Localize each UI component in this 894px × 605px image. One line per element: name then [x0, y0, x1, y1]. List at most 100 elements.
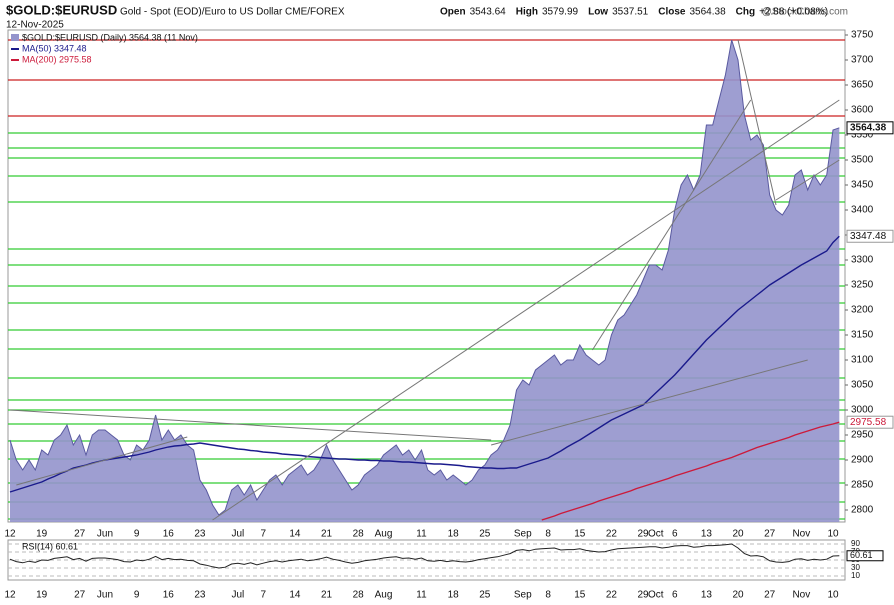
x-tick-label: 16 — [163, 529, 175, 540]
x-tick-label: 23 — [194, 529, 206, 540]
x-tick-label: 21 — [321, 529, 333, 540]
y-tick-label: 3450 — [851, 180, 874, 191]
y-tick-label: 3100 — [851, 355, 874, 366]
y-tick-label: 3250 — [851, 280, 874, 291]
x-tick-label: Jul — [232, 590, 245, 601]
x-tick-label: 29 — [638, 529, 650, 540]
y-tick-label: 3400 — [851, 205, 874, 216]
x-tick-label: 27 — [764, 590, 776, 601]
stat-value: 3579.99 — [542, 7, 579, 18]
rsi-tick-label: 10 — [851, 571, 860, 580]
legend-swatch — [11, 34, 19, 41]
trendline — [775, 159, 840, 201]
stat-value: 3564.38 — [689, 7, 726, 18]
rsi-line — [9, 543, 840, 569]
last-value: 3564.38 — [850, 122, 887, 133]
rsi-last-box — [846, 550, 884, 562]
legend-label: MA(200) 2975.58 — [22, 54, 92, 64]
x-tick-label: Jun — [97, 590, 113, 601]
stat-label: Low — [588, 7, 608, 18]
x-tick-label: Aug — [375, 590, 393, 601]
last-value: 2975.58 — [850, 417, 887, 428]
y-tick-label: 3150 — [851, 330, 874, 341]
x-tick-label: 13 — [701, 590, 713, 601]
x-tick-label: Nov — [792, 529, 810, 540]
x-tick-label: 14 — [289, 529, 301, 540]
trendline — [737, 39, 777, 206]
rsi-label: RSI(14) 60.61 — [22, 541, 78, 551]
x-tick-label: 11 — [416, 590, 427, 601]
stat-value: 3537.51 — [612, 7, 649, 18]
x-tick-label: Sep — [514, 590, 532, 601]
x-tick-label: 22 — [606, 590, 618, 601]
y-tick-label: 3200 — [851, 305, 874, 316]
y-tick-label: 3000 — [851, 405, 874, 416]
rsi-tick-label: 30 — [851, 563, 860, 572]
x-tick-label: 6 — [672, 529, 678, 540]
price-area — [10, 40, 840, 522]
price-outline — [9, 39, 840, 516]
trendline — [491, 359, 808, 446]
x-tick-label: 21 — [321, 590, 333, 601]
x-tick-label: 13 — [701, 529, 713, 540]
y-tick-label: 3500 — [851, 155, 874, 166]
x-tick-label: 20 — [732, 529, 744, 540]
x-tick-label: Jun — [97, 529, 113, 540]
x-tick-label: Aug — [375, 529, 393, 540]
stat-label: Open — [440, 7, 466, 18]
x-tick-label: 22 — [606, 529, 618, 540]
stat-label: Chg — [736, 7, 755, 18]
stat-label: Close — [658, 7, 686, 18]
y-tick-label: 3600 — [851, 105, 874, 116]
y-tick-label: 3700 — [851, 55, 874, 66]
x-tick-label: 9 — [134, 529, 140, 540]
rsi-last-value: 60.61 — [850, 550, 873, 560]
x-tick-label: 15 — [574, 529, 586, 540]
x-tick-label: 12 — [4, 529, 16, 540]
ma-line — [541, 421, 840, 521]
x-tick-label: Nov — [792, 590, 810, 601]
x-tick-label: 12 — [4, 590, 16, 601]
y-tick-label: 2900 — [851, 455, 874, 466]
x-tick-label: 25 — [479, 529, 491, 540]
x-tick-label: 7 — [260, 529, 266, 540]
trendline — [212, 99, 840, 521]
stat-label: High — [516, 7, 538, 18]
x-tick-label: 19 — [36, 529, 48, 540]
x-tick-label: Jul — [232, 529, 245, 540]
x-tick-label: 25 — [479, 590, 491, 601]
credit: @StockCharts.com — [762, 7, 848, 18]
trendline — [9, 409, 492, 441]
y-tick-label: 3650 — [851, 80, 874, 91]
x-tick-label: Oct — [648, 590, 664, 601]
x-tick-label: 20 — [732, 590, 744, 601]
y-tick-label: 3300 — [851, 255, 874, 266]
trendline — [16, 436, 188, 486]
date: 12-Nov-2025 — [6, 20, 64, 31]
symbol: $GOLD:$EURUSD — [6, 2, 117, 17]
x-tick-label: 27 — [764, 529, 776, 540]
stat-value: 3543.64 — [470, 7, 507, 18]
last-value-box — [846, 121, 894, 135]
trendline — [592, 99, 752, 351]
x-tick-label: 7 — [260, 590, 266, 601]
y-tick-label: 2800 — [851, 505, 874, 516]
rsi-tick-label: 90 — [851, 539, 860, 548]
x-tick-label: 11 — [416, 529, 427, 540]
x-tick-label: 28 — [353, 529, 365, 540]
x-tick-label: 27 — [74, 590, 86, 601]
description: Gold - Spot (EOD)/Euro to US Dollar CME/… — [120, 7, 345, 18]
legend-label: MA(50) 3347.48 — [22, 43, 87, 53]
x-tick-label: 8 — [545, 590, 551, 601]
x-tick-label: 23 — [194, 590, 206, 601]
x-tick-label: 14 — [289, 590, 301, 601]
x-tick-label: 6 — [672, 590, 678, 601]
x-tick-label: 29 — [638, 590, 650, 601]
y-tick-label: 3050 — [851, 380, 874, 391]
x-tick-label: 15 — [574, 590, 586, 601]
y-tick-label: 3550 — [851, 130, 874, 141]
last-value: 3347.48 — [850, 231, 887, 242]
last-value-box — [846, 415, 894, 429]
x-tick-label: Oct — [648, 529, 664, 540]
